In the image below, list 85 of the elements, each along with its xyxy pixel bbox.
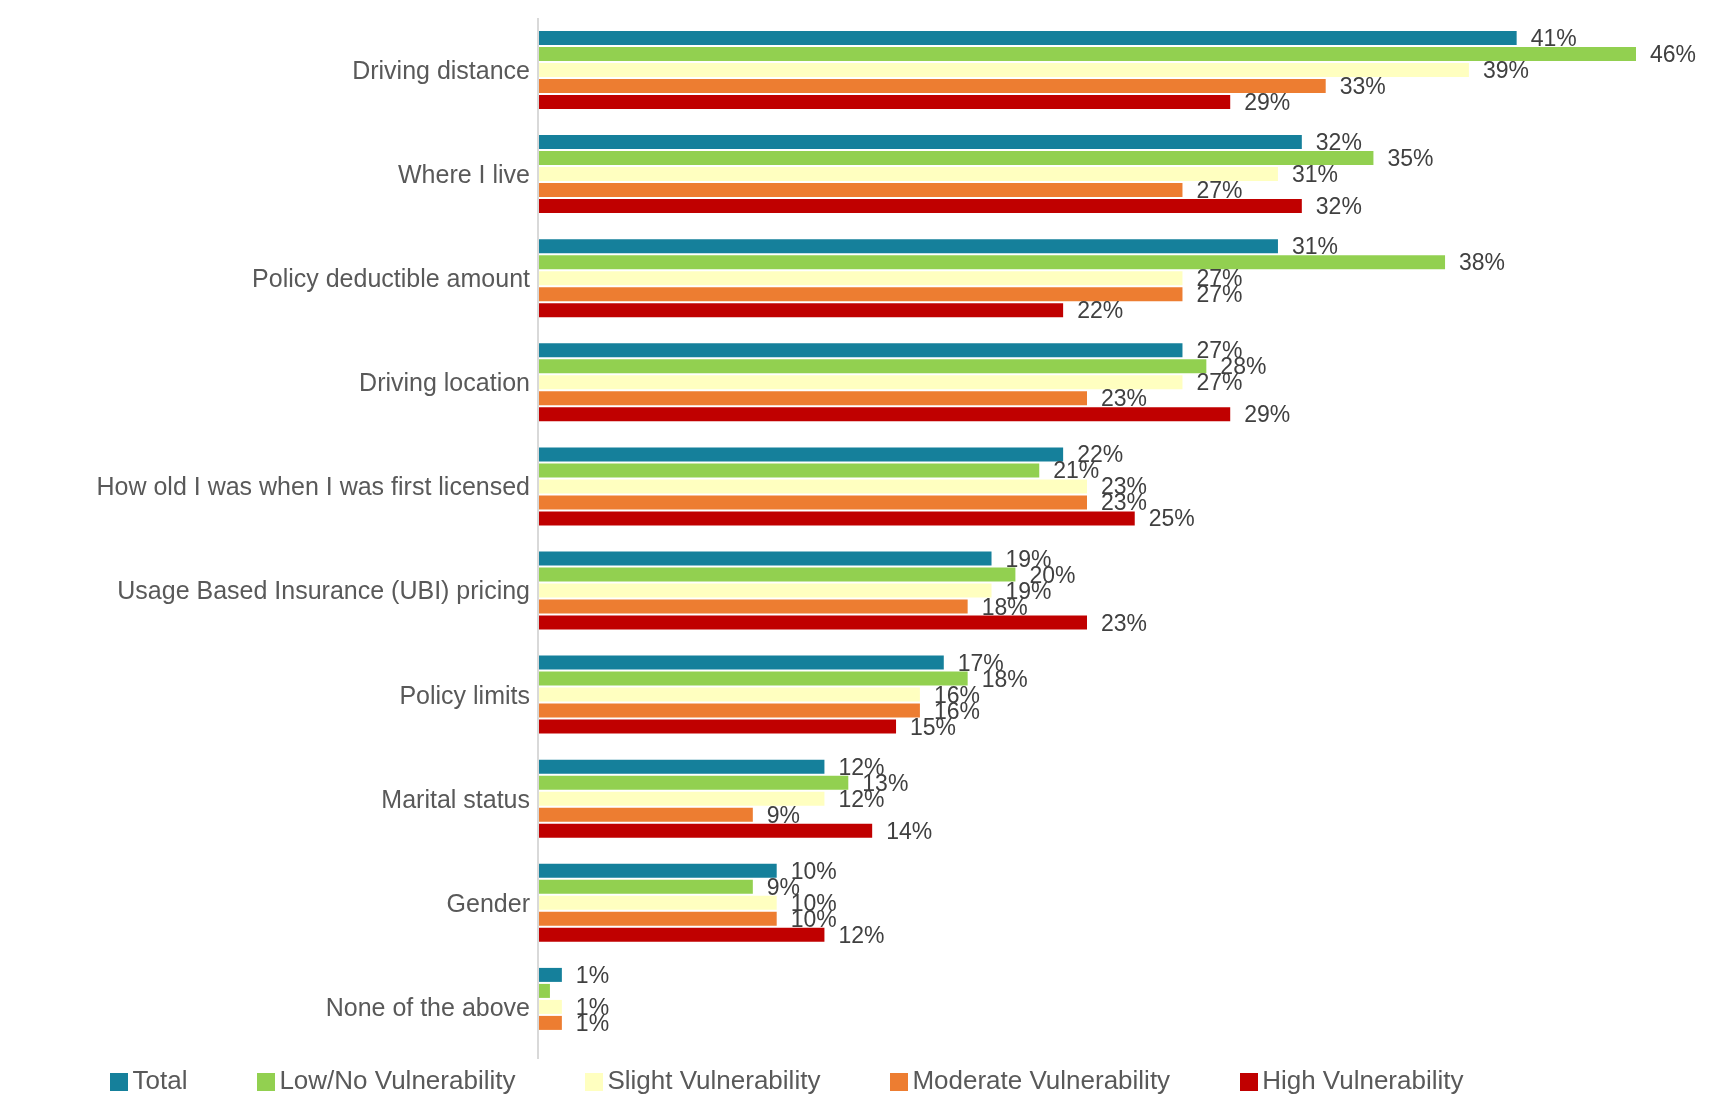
legend-label: High Vulnerability [1262, 1065, 1464, 1095]
legend-label: Total [132, 1065, 188, 1095]
bar [538, 495, 1087, 510]
bar [538, 599, 968, 614]
y-tick-label: Where I live [398, 160, 530, 189]
data-label: 12% [838, 921, 885, 948]
data-label: 32% [1315, 129, 1362, 156]
bar [538, 343, 1183, 358]
legend-label: Slight Vulnerability [607, 1065, 821, 1095]
data-label: 29% [1244, 89, 1291, 115]
bar [538, 359, 1207, 374]
bar [538, 271, 1183, 286]
data-label: 46% [1650, 41, 1697, 67]
bar [538, 927, 825, 942]
bar [538, 287, 1183, 302]
bar [538, 791, 825, 806]
bar [538, 879, 753, 894]
bar [538, 135, 1302, 150]
y-tick-label: Usage Based Insurance (UBI) pricing [117, 576, 530, 605]
data-label: 31% [1291, 233, 1338, 260]
legend-label: Low/No Vulnerability [279, 1065, 516, 1095]
bar [538, 151, 1374, 166]
bar [538, 999, 562, 1014]
data-label: 39% [1482, 57, 1529, 83]
y-tick-label: None of the above [325, 992, 530, 1021]
data-label: 1% [575, 961, 610, 988]
bar [538, 183, 1183, 198]
data-label: 25% [1148, 505, 1195, 532]
bar [538, 391, 1087, 406]
bar [538, 615, 1087, 630]
bar [538, 239, 1278, 254]
data-label: 23% [1101, 609, 1148, 636]
data-label: 27% [1196, 177, 1243, 204]
bar [538, 775, 849, 790]
bar [538, 895, 777, 910]
bar [538, 79, 1326, 93]
data-label: 14% [886, 817, 933, 844]
bar [538, 407, 1231, 422]
bar [538, 479, 1087, 494]
y-tick-label: Driving distance [352, 55, 530, 84]
bar [538, 63, 1469, 77]
data-label: 35% [1387, 145, 1434, 172]
bar [538, 583, 992, 598]
bar [538, 911, 777, 926]
data-label: 33% [1339, 73, 1386, 99]
y-tick-label: Gender [446, 888, 530, 917]
bar [538, 95, 1231, 109]
bar [538, 655, 944, 670]
data-label: 23% [1101, 385, 1148, 412]
bar [538, 551, 992, 566]
bar [538, 1015, 562, 1030]
y-tick-label: How old I was when I was first licensed [96, 472, 530, 501]
y-tick-label: Marital status [381, 784, 530, 813]
data-label: 38% [1459, 249, 1506, 276]
bar [538, 511, 1135, 526]
data-label: 41% [1530, 25, 1577, 51]
data-label: 22% [1077, 297, 1124, 324]
data-label: 32% [1315, 193, 1362, 220]
bar [538, 671, 968, 686]
bar [538, 47, 1636, 61]
y-tick-label: Policy limits [399, 680, 530, 709]
bar [538, 303, 1064, 318]
bar [538, 807, 753, 822]
bar [538, 687, 920, 702]
bar [538, 463, 1040, 478]
legend-label: Moderate Vulnerability [912, 1065, 1171, 1095]
bar [538, 31, 1517, 45]
y-tick-label: Driving location [359, 368, 530, 397]
bar [538, 255, 1446, 270]
bar [538, 703, 920, 718]
bar [538, 167, 1278, 182]
bar [538, 719, 897, 734]
y-tick-label: Policy deductible amount [252, 264, 531, 293]
bar [538, 759, 825, 774]
bar [538, 199, 1302, 214]
bar [538, 967, 562, 982]
bar [538, 823, 873, 838]
data-label: 31% [1291, 161, 1338, 188]
bar [538, 863, 777, 878]
bar [538, 375, 1183, 390]
data-label: 9% [766, 801, 801, 828]
bar [538, 447, 1064, 462]
data-label: 29% [1244, 401, 1291, 428]
bar [538, 567, 1016, 582]
bar [538, 983, 550, 998]
